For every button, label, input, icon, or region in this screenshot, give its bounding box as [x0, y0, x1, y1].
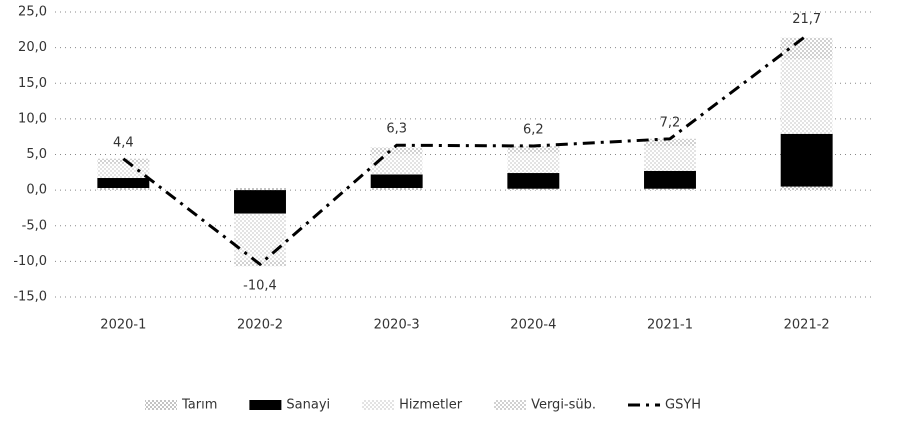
x-tick-label: 2020-3	[374, 318, 420, 333]
bar-segment	[97, 187, 150, 191]
bar-segment	[780, 133, 833, 187]
data-label: 6,2	[523, 122, 544, 137]
legend-swatch	[145, 400, 177, 410]
bar-segment	[234, 190, 286, 214]
y-tick-label: 20,0	[18, 40, 47, 55]
bar-segment	[507, 188, 560, 191]
bar-segment	[507, 145, 560, 154]
x-tick-label: 2021-2	[784, 318, 830, 333]
legend-label: Vergi-süb.	[531, 398, 596, 413]
x-tick-label: 2020-1	[100, 318, 146, 333]
bar-segment	[370, 147, 423, 155]
bar-segment	[370, 174, 423, 188]
bar-segment	[780, 59, 833, 134]
y-tick-label: 10,0	[18, 111, 47, 126]
y-tick-label: 25,0	[18, 5, 47, 20]
bar-segment	[370, 154, 423, 175]
legend-label: Sanayi	[286, 398, 330, 413]
legend-label: GSYH	[665, 398, 701, 413]
legend-swatch	[362, 400, 395, 410]
legend-swatch	[494, 400, 527, 410]
bar-segment	[644, 188, 696, 191]
data-label: 7,2	[660, 115, 681, 130]
y-tick-label: -15,0	[13, 290, 47, 305]
y-tick-label: 0,0	[26, 183, 47, 198]
bar-segment	[97, 178, 150, 188]
bar-segment	[370, 187, 423, 191]
data-label: 6,3	[386, 122, 407, 137]
y-tick-label: 15,0	[18, 76, 47, 91]
data-label: 21,7	[792, 12, 821, 27]
legend-label: Tarım	[181, 398, 217, 413]
x-tick-label: 2021-1	[647, 318, 693, 333]
legend-swatch	[249, 400, 282, 410]
bar-segment	[97, 163, 150, 179]
bar-segment	[644, 145, 696, 171]
bar-segment	[507, 173, 560, 189]
data-label: 4,4	[113, 135, 134, 150]
bar-segment	[234, 187, 286, 191]
y-tick-label: 5,0	[26, 147, 47, 162]
bar-segment	[644, 138, 696, 146]
y-tick-label: -10,0	[13, 254, 47, 269]
line	[122, 34, 808, 267]
bar-segment	[97, 158, 150, 164]
x-tick-label: 2020-2	[237, 318, 283, 333]
legend-label: Hizmetler	[399, 398, 463, 413]
x-tick-label: 2020-4	[510, 318, 556, 333]
bar-segment	[234, 213, 286, 261]
y-tick-label: -5,0	[22, 218, 47, 233]
bar-segment	[644, 170, 696, 189]
bar-segment	[507, 153, 560, 174]
bar-segment	[780, 37, 833, 60]
data-label: -10,4	[243, 279, 277, 294]
bar-segment	[780, 186, 833, 191]
